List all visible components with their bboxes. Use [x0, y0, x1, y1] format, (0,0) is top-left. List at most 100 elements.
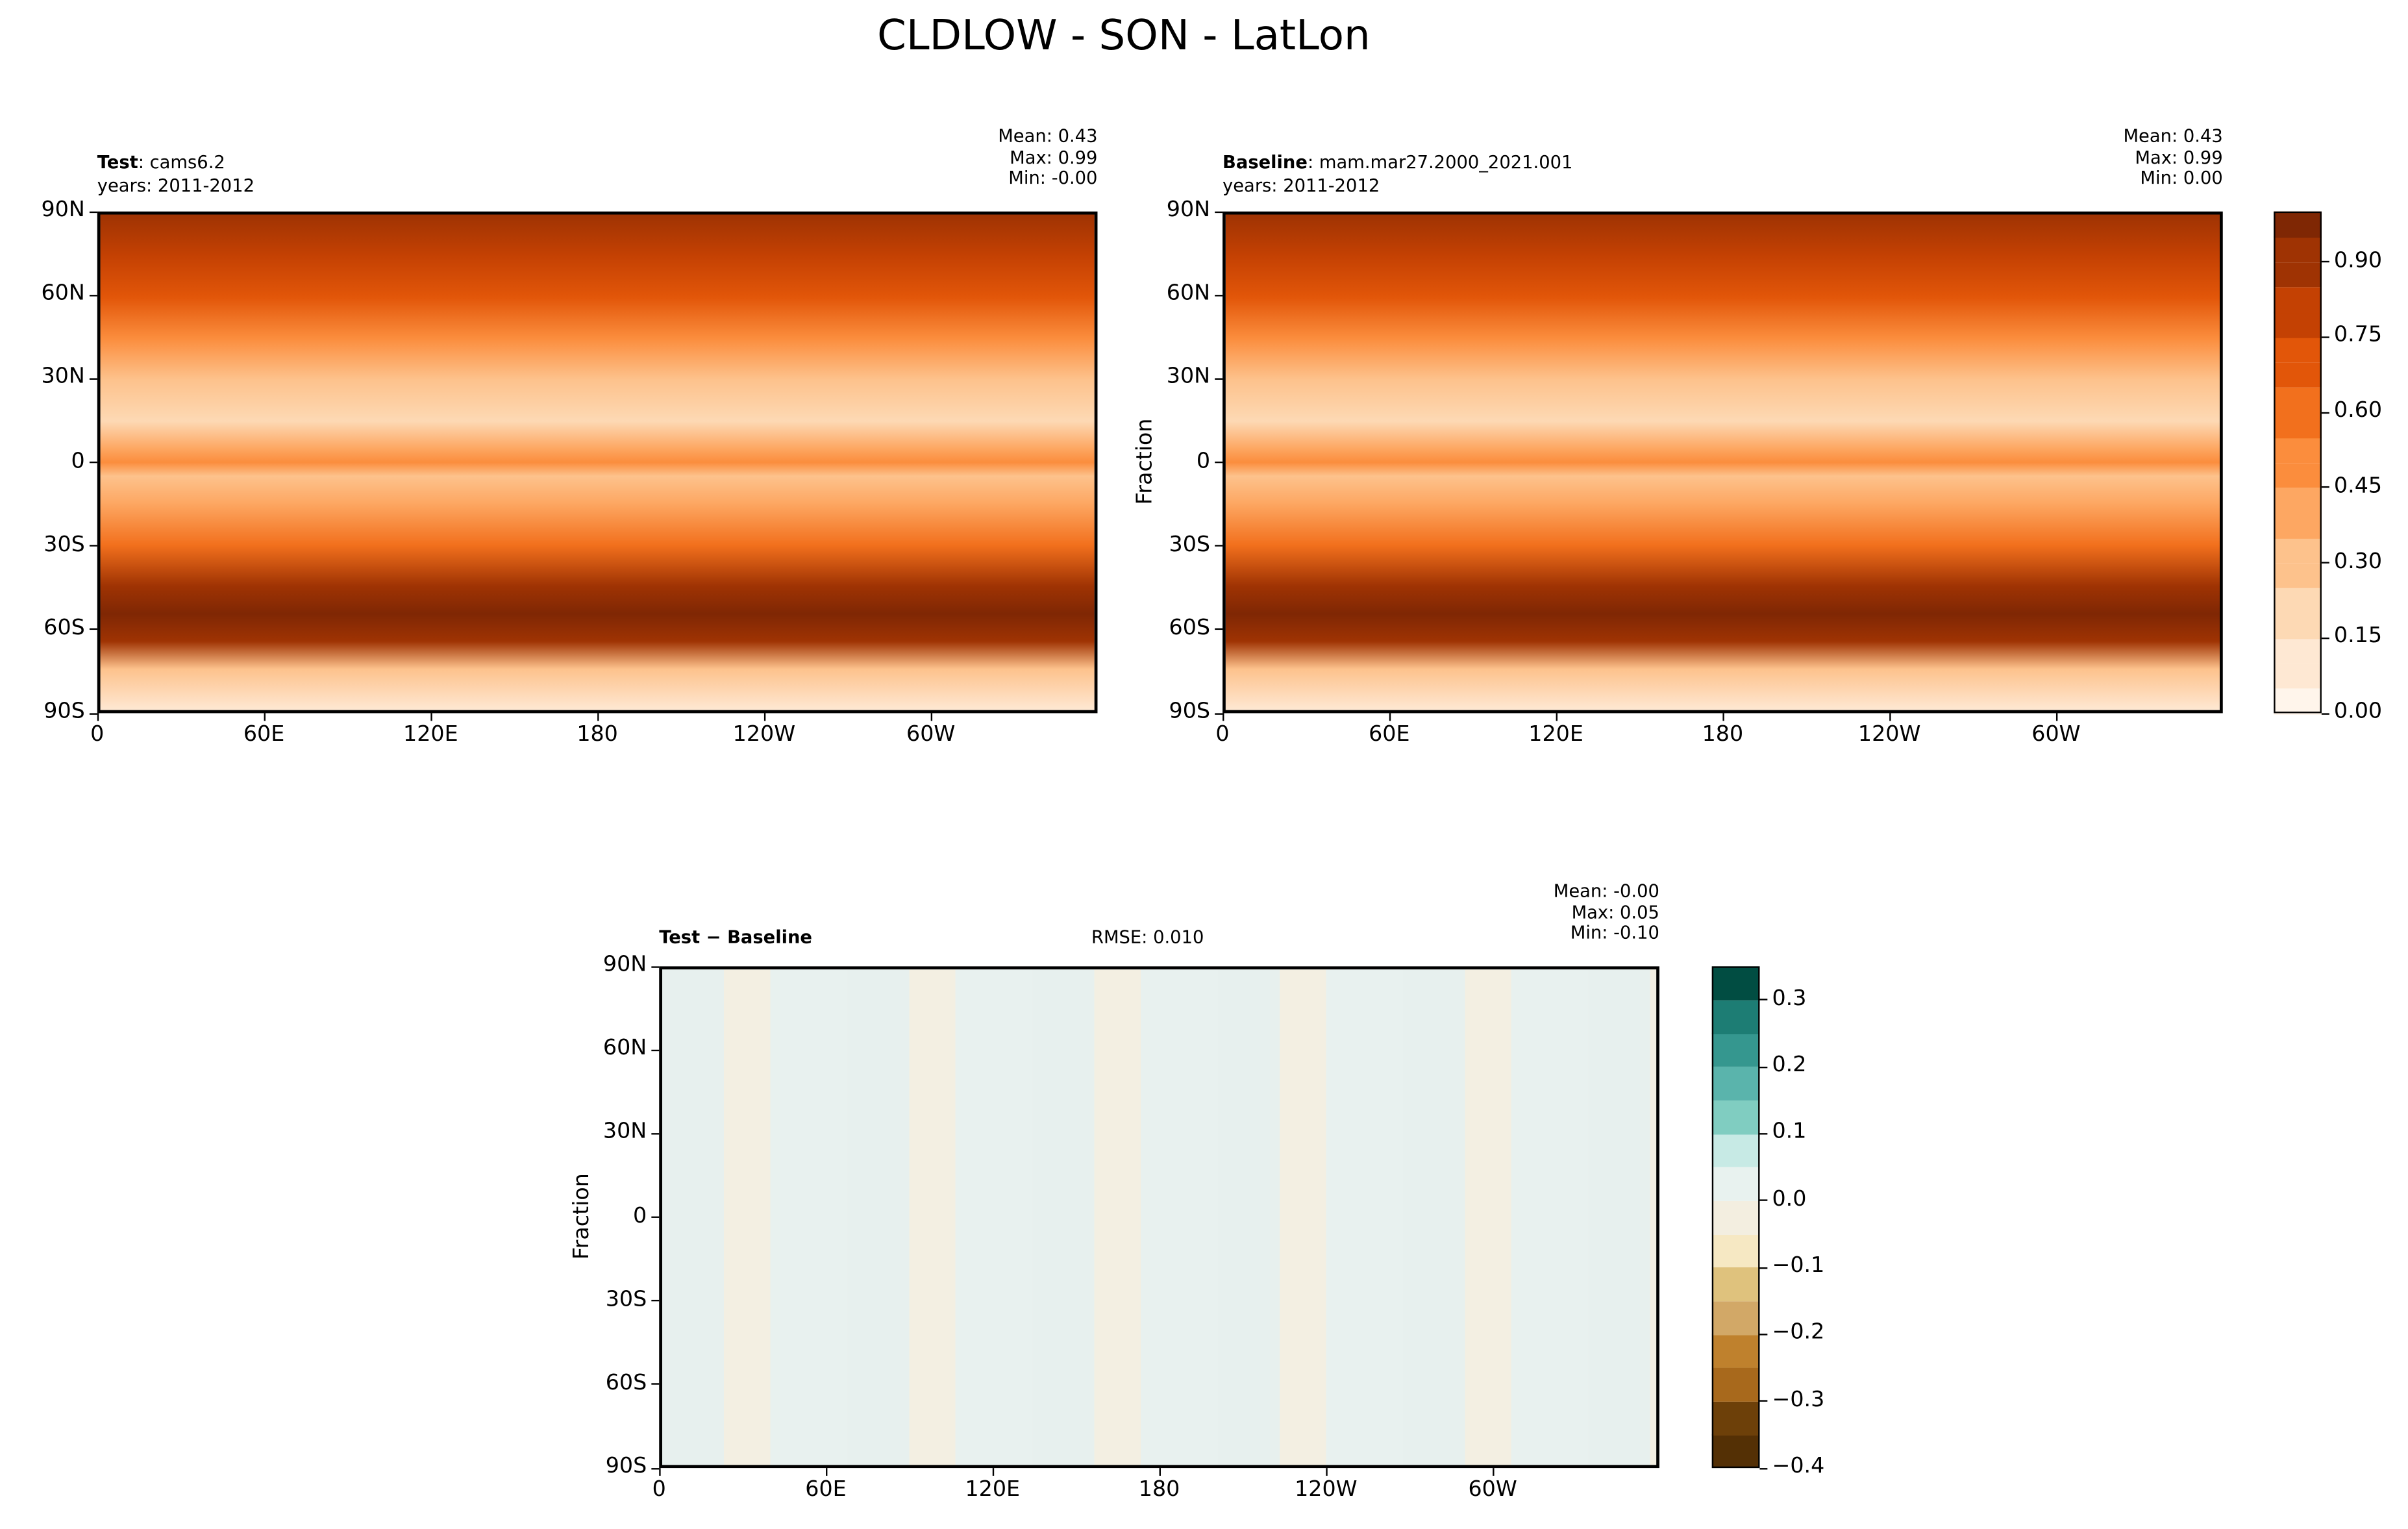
map-baseline: [1223, 211, 2223, 714]
x-tick-label: 180: [1702, 722, 1744, 747]
x-tick-mark: [1158, 1468, 1160, 1476]
colorbar-segment: [2274, 362, 2322, 388]
colorbar-tick-mark: [1759, 999, 1768, 1001]
colorbar-segment: [1711, 1033, 1760, 1068]
y-tick-mark: [89, 545, 97, 547]
x-tick-mark: [1888, 713, 1891, 721]
colorbar-tick-label: 0.2: [1772, 1052, 1807, 1078]
y-axis-label: Fraction: [569, 1172, 595, 1259]
colorbar-tick-label: 0.90: [2333, 247, 2383, 273]
x-tick-label: 60E: [805, 1477, 847, 1502]
panel-years: years: 2011-2012: [97, 174, 255, 196]
y-tick-mark: [89, 378, 97, 380]
panel-label-case: : cams6.2: [138, 151, 225, 173]
colorbar-segment: [1711, 1401, 1760, 1436]
colorbar-tick-label: 0.1: [1772, 1119, 1807, 1145]
colorbar-tick-mark: [2321, 336, 2329, 338]
panel-label-bold: Baseline: [1223, 151, 1308, 173]
x-tick-label: 60W: [1468, 1477, 1517, 1502]
colorbar-tick-label: −0.2: [1772, 1320, 1825, 1345]
colorbar-segment: [1711, 1234, 1760, 1269]
y-tick-label: 90S: [1169, 699, 1211, 725]
colorbar-segment: [1711, 1066, 1760, 1101]
x-tick-label: 0: [652, 1477, 666, 1502]
colorbar-segment: [2274, 562, 2322, 589]
y-tick-mark: [89, 210, 97, 212]
y-tick-mark: [1215, 210, 1223, 212]
y-tick-mark: [1215, 712, 1223, 714]
y-tick-label: 90N: [1166, 197, 1211, 223]
stat-line: Min: 0.00: [2140, 166, 2223, 189]
colorbar-tick-label: 0.30: [2333, 549, 2383, 574]
y-tick-mark: [89, 294, 97, 296]
y-tick-mark: [651, 1384, 660, 1386]
y-tick-label: 30S: [43, 532, 85, 557]
x-tick-mark: [1491, 1468, 1494, 1476]
x-tick-mark: [991, 1468, 993, 1476]
y-tick-label: 30N: [41, 364, 85, 390]
x-tick-label: 180: [1138, 1477, 1180, 1502]
colorbar-tick-mark: [1759, 1199, 1768, 1202]
colorbar-segment: [2274, 688, 2322, 714]
y-tick-label: 60S: [43, 615, 85, 641]
panel-label: Baseline: mam.mar27.2000_2021.001: [1223, 151, 1573, 173]
colorbar-segment: [2274, 236, 2322, 263]
y-tick-mark: [1215, 378, 1223, 380]
rmse-label: RMSE: 0.010: [1091, 926, 1204, 948]
x-tick-label: 180: [577, 722, 618, 747]
y-tick-label: 60N: [41, 281, 85, 306]
colorbar-tick-mark: [2321, 712, 2329, 714]
x-tick-mark: [96, 713, 98, 721]
y-tick-mark: [651, 1216, 660, 1218]
x-tick-mark: [1388, 713, 1391, 721]
stat-line: Mean: -0.00: [1553, 880, 1659, 902]
colorbar-segment: [1711, 1367, 1760, 1402]
panel-label: Test − Baseline: [659, 926, 812, 948]
panel-label-case: : mam.mar27.2000_2021.001: [1307, 151, 1573, 173]
panel-label-bold: Test − Baseline: [659, 926, 812, 948]
colorbar-tick-mark: [1759, 1266, 1768, 1269]
y-tick-mark: [651, 1300, 660, 1302]
y-tick-mark: [1215, 545, 1223, 547]
colorbar-tick-label: −0.4: [1772, 1454, 1825, 1479]
colorbar-tick-mark: [1759, 1132, 1768, 1135]
x-tick-mark: [1722, 713, 1724, 721]
y-tick-mark: [1215, 461, 1223, 464]
x-tick-label: 0: [90, 722, 105, 747]
y-tick-label: 90N: [602, 952, 647, 978]
x-tick-label: 120E: [403, 722, 458, 747]
y-tick-mark: [651, 1132, 660, 1135]
colorbar-segment: [1711, 966, 1760, 1001]
panel-label-bold: Test: [97, 151, 138, 173]
colorbar-segment: [1711, 1200, 1760, 1235]
colorbar-segment: [2274, 462, 2322, 488]
y-tick-mark: [651, 965, 660, 967]
y-tick-label: 60N: [602, 1036, 647, 1061]
colorbar-segment: [1711, 1100, 1760, 1135]
x-tick-mark: [1221, 713, 1224, 721]
colorbar-segment: [1711, 1167, 1760, 1202]
x-tick-label: 60W: [2031, 722, 2081, 747]
x-tick-label: 120E: [1528, 722, 1583, 747]
y-tick-label: 0: [1196, 448, 1211, 473]
x-tick-label: 60E: [243, 722, 285, 747]
colorbar-tick-label: 0.3: [1772, 986, 1807, 1011]
y-tick-mark: [89, 628, 97, 630]
x-tick-label: 60W: [906, 722, 956, 747]
y-tick-label: 60S: [605, 1370, 647, 1395]
y-tick-label: 60N: [1166, 281, 1211, 306]
colorbar-tick-mark: [1759, 1400, 1768, 1402]
colorbar-segment: [2274, 663, 2322, 690]
y-tick-label: 90S: [43, 699, 85, 725]
y-axis-label: Fraction: [1133, 417, 1158, 504]
x-tick-label: 120W: [732, 722, 796, 747]
colorbar-tick-label: 0.0: [1772, 1186, 1807, 1212]
y-tick-label: 0: [71, 448, 85, 473]
colorbar-tick-mark: [1759, 1333, 1768, 1336]
panel-years: years: 2011-2012: [1223, 174, 1380, 196]
colorbar-segment: [1711, 999, 1760, 1034]
x-tick-mark: [930, 713, 932, 721]
colorbar-segment: [2274, 211, 2322, 238]
colorbar-segment: [2274, 487, 2322, 514]
y-tick-label: 90N: [41, 197, 85, 223]
